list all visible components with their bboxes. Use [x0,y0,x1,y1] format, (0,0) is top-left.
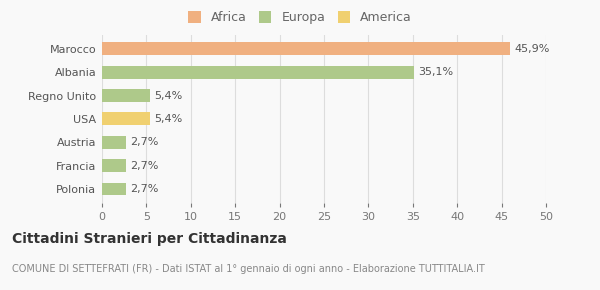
Bar [102,66,413,79]
Bar [102,182,126,195]
Text: 2,7%: 2,7% [130,161,159,171]
Text: 35,1%: 35,1% [418,67,453,77]
Text: 5,4%: 5,4% [154,114,182,124]
Text: 5,4%: 5,4% [154,90,182,101]
Text: COMUNE DI SETTEFRATI (FR) - Dati ISTAT al 1° gennaio di ogni anno - Elaborazione: COMUNE DI SETTEFRATI (FR) - Dati ISTAT a… [12,264,485,274]
Legend: Africa, Europa, America: Africa, Europa, America [183,6,417,29]
Text: 45,9%: 45,9% [514,44,550,54]
Bar [102,136,126,149]
Bar [102,113,150,125]
Text: 2,7%: 2,7% [130,184,159,194]
Bar [102,89,150,102]
Text: 2,7%: 2,7% [130,137,159,147]
Bar [102,159,126,172]
Text: Cittadini Stranieri per Cittadinanza: Cittadini Stranieri per Cittadinanza [12,232,287,246]
Bar [102,42,509,55]
